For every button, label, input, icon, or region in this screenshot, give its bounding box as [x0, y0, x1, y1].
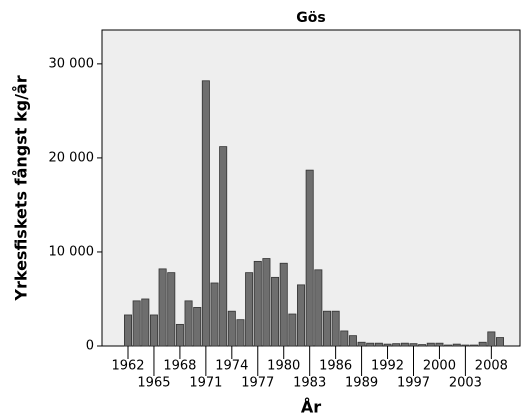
y-tick-label: 30 000 — [49, 56, 95, 71]
x-tick-label: 1997 — [397, 376, 430, 391]
y-tick-label: 10 000 — [49, 244, 95, 259]
x-tick-label: 1965 — [137, 376, 170, 391]
bar — [184, 300, 193, 347]
bar — [487, 331, 496, 347]
x-tick-label: 1986 — [319, 359, 352, 374]
bar — [271, 276, 280, 347]
bar — [400, 342, 409, 347]
bar — [219, 146, 228, 347]
y-tick-label: 0 — [86, 339, 94, 354]
bar — [288, 313, 297, 347]
x-tick-label: 1983 — [293, 376, 326, 391]
bar — [305, 169, 314, 347]
bar — [193, 307, 202, 347]
bar — [253, 260, 262, 347]
x-tick-label: 1980 — [267, 359, 300, 374]
bar — [392, 343, 401, 347]
bar — [348, 335, 357, 347]
bar — [374, 342, 383, 347]
bar — [124, 314, 133, 347]
bar — [383, 343, 392, 347]
bar — [227, 310, 236, 347]
chart-title: Gös — [296, 10, 325, 26]
x-tick-label: 1977 — [241, 376, 274, 391]
x-tick-label: 2000 — [423, 359, 456, 374]
x-tick-label: 1971 — [189, 376, 222, 391]
bar — [495, 337, 504, 347]
bar — [141, 298, 150, 347]
bar — [210, 282, 219, 347]
x-tick-label: 1968 — [163, 359, 196, 374]
bar — [322, 310, 331, 347]
bar — [201, 80, 210, 347]
bar — [132, 300, 141, 347]
bar — [158, 268, 167, 347]
bar — [366, 342, 375, 347]
x-tick-label: 1989 — [345, 376, 378, 391]
bar — [444, 344, 453, 347]
bar — [470, 344, 479, 347]
bar — [245, 272, 254, 347]
x-tick-label: 1992 — [371, 359, 404, 374]
bar — [435, 342, 444, 347]
bar — [297, 284, 306, 347]
bar — [167, 272, 176, 347]
bar — [452, 343, 461, 347]
x-tick-label: 1974 — [215, 359, 248, 374]
x-tick-label: 1962 — [111, 359, 144, 374]
bar — [418, 344, 427, 347]
bar — [175, 323, 184, 347]
bar — [279, 262, 288, 347]
bar — [236, 319, 245, 347]
bar — [461, 344, 470, 347]
bar — [331, 310, 340, 347]
bar — [340, 330, 349, 347]
bar — [426, 342, 435, 347]
bar — [149, 314, 158, 347]
bar — [314, 269, 323, 347]
bar — [409, 343, 418, 347]
bar — [357, 341, 366, 347]
y-axis-title: Yrkesfiskets fångst kg/år — [12, 75, 31, 301]
y-tick-label: 20 000 — [49, 150, 95, 165]
x-tick-label: 2008 — [475, 359, 508, 374]
bar — [478, 341, 487, 347]
x-axis-title: År — [301, 398, 321, 417]
x-tick-label: 2003 — [449, 376, 482, 391]
bar — [262, 258, 271, 347]
